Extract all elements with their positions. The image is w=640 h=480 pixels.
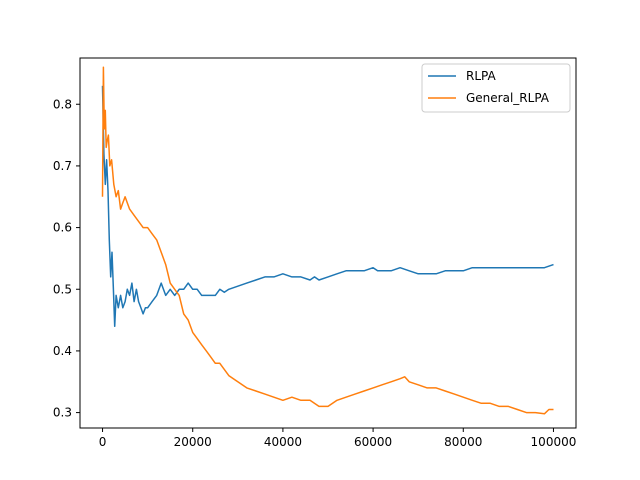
- series-layer: [101, 66, 554, 415]
- x-tick-label: 0: [99, 435, 107, 449]
- plot-frame: [79, 57, 577, 429]
- legend-label-general-rlpa: General_RLPA: [466, 91, 550, 105]
- y-axis: 0.3 0.4 0.5 0.6 0.7 0.8: [53, 97, 80, 420]
- legend-label-rlpa: RLPA: [466, 69, 496, 83]
- y-tick-label: 0.3: [53, 406, 72, 420]
- legend: RLPA General_RLPA: [421, 63, 571, 113]
- y-tick-label: 0.7: [53, 159, 72, 173]
- x-tick-label: 80000: [444, 435, 482, 449]
- y-tick-label: 0.4: [53, 344, 72, 358]
- y-tick-label: 0.6: [53, 221, 72, 235]
- x-tick-label: 20000: [174, 435, 212, 449]
- y-tick-label: 0.8: [53, 97, 72, 111]
- x-tick-label: 40000: [264, 435, 302, 449]
- series-line-general-rlpa: [101, 66, 554, 415]
- y-tick-label: 0.5: [53, 282, 72, 296]
- x-tick-label: 100000: [531, 435, 577, 449]
- x-tick-label: 60000: [354, 435, 392, 449]
- x-axis: 0 20000 40000 60000 80000 100000: [99, 428, 577, 449]
- series-line-rlpa: [101, 85, 554, 328]
- legend-frame: [421, 63, 571, 113]
